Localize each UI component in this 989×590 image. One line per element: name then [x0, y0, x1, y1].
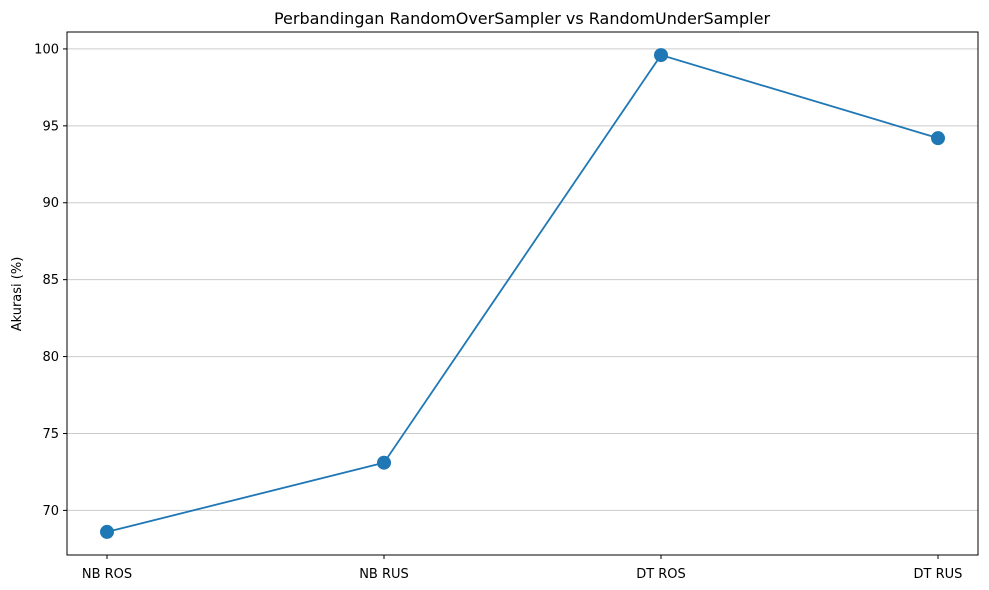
y-tick-label: 70 [42, 504, 59, 519]
chart-title: Perbandingan RandomOverSampler vs Random… [274, 9, 770, 28]
data-point [654, 48, 668, 63]
series-line [106, 54, 939, 533]
x-tick-label: NB RUS [359, 567, 409, 582]
data-point [100, 524, 114, 539]
y-tick-label: 80 [42, 350, 59, 365]
x-tick-label: DT ROS [636, 567, 686, 582]
x-tick-label: DT RUS [914, 567, 963, 582]
y-tick-label: 75 [42, 427, 59, 442]
series-layer [100, 48, 945, 539]
x-tick-label: NB ROS [82, 567, 132, 582]
grid-lines [67, 48, 978, 511]
y-tick-label: 100 [34, 42, 59, 57]
data-point [931, 131, 945, 146]
y-tick-label: 90 [42, 196, 59, 211]
y-tick-label: 85 [42, 273, 59, 288]
plot-frame [66, 31, 979, 556]
y-tick-label: 95 [42, 119, 59, 134]
y-axis-label: Akurasi (%) [10, 257, 25, 332]
axis-ticks: 70 75 80 85 90 95 100 NB ROS NB RUS DT ROS DT RUS [34, 42, 962, 582]
data-point [377, 455, 391, 470]
